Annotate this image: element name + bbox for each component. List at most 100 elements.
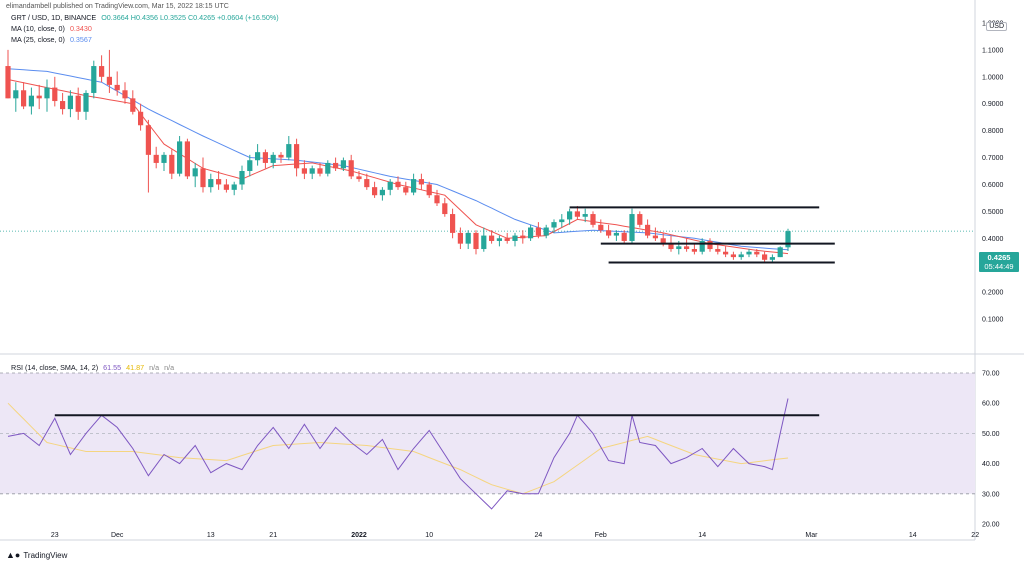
candle-body bbox=[528, 227, 534, 239]
candle bbox=[317, 162, 323, 177]
currency-badge[interactable]: USD bbox=[986, 22, 1007, 31]
main-pane bbox=[0, 8, 975, 352]
candle-body bbox=[333, 162, 339, 169]
candle-body bbox=[504, 238, 510, 241]
candle bbox=[777, 246, 783, 258]
time-tick-label: 10 bbox=[425, 532, 433, 539]
ma25-legend[interactable]: MA (25, close, 0) 0.3567 bbox=[11, 35, 92, 44]
candle bbox=[652, 227, 658, 241]
candle bbox=[379, 187, 385, 201]
candle-body bbox=[535, 227, 541, 236]
candle-body bbox=[138, 111, 144, 126]
candle-body bbox=[543, 227, 549, 236]
rsi-tick-label: 30.00 bbox=[982, 491, 1000, 498]
candle-body bbox=[426, 184, 432, 196]
candle-body bbox=[520, 235, 526, 239]
rsi-tick-label: 40.00 bbox=[982, 461, 1000, 468]
candle bbox=[138, 103, 144, 131]
price-tick-label: 1.0000 bbox=[982, 74, 1004, 81]
candle bbox=[91, 60, 97, 99]
tradingview-logo[interactable]: ▲● TradingView bbox=[6, 550, 67, 560]
candle bbox=[356, 171, 362, 182]
candle bbox=[637, 211, 643, 228]
price-tick-label: 0.1000 bbox=[982, 317, 1004, 324]
time-tick-label: Feb bbox=[595, 532, 607, 539]
candle bbox=[512, 232, 518, 247]
candle bbox=[754, 249, 760, 258]
candle bbox=[387, 179, 393, 196]
time-tick-label: 23 bbox=[51, 532, 59, 539]
ma25-value: 0.3567 bbox=[69, 35, 92, 44]
time-tick-label: Mar bbox=[805, 532, 818, 539]
candle-body bbox=[301, 168, 307, 174]
rsi-label: RSI (14, close, SMA, 14, 2) bbox=[11, 363, 99, 372]
candle-body bbox=[746, 251, 752, 255]
candle bbox=[247, 154, 253, 177]
candle bbox=[67, 90, 73, 118]
tradingview-mark-icon: ▲● bbox=[6, 550, 21, 560]
candle-body bbox=[434, 195, 440, 204]
candle-body bbox=[247, 160, 253, 171]
candle bbox=[504, 232, 510, 244]
candle bbox=[278, 152, 284, 163]
candle bbox=[465, 230, 471, 250]
candle-body bbox=[403, 187, 409, 193]
ma10-legend[interactable]: MA (10, close, 0) 0.3430 bbox=[11, 24, 92, 33]
candle bbox=[411, 173, 417, 196]
candle bbox=[99, 55, 105, 83]
candle-body bbox=[621, 232, 627, 241]
candle bbox=[520, 230, 526, 244]
time-tick-label: Dec bbox=[111, 532, 124, 539]
candle-body bbox=[582, 214, 588, 217]
candle bbox=[192, 162, 198, 188]
candle-body bbox=[457, 232, 463, 244]
candle-body bbox=[738, 254, 744, 258]
candle bbox=[762, 251, 768, 263]
candle bbox=[434, 189, 440, 206]
candle bbox=[52, 76, 58, 107]
candle bbox=[746, 249, 752, 258]
rsi-lines bbox=[7, 398, 820, 510]
candle-body bbox=[114, 84, 120, 91]
rsi-tick-label: 70.00 bbox=[982, 371, 1000, 378]
candle-body bbox=[13, 90, 19, 99]
rsi-tick-label: 60.00 bbox=[982, 401, 1000, 408]
rsi-na-1: n/a bbox=[149, 363, 160, 372]
candle-body bbox=[83, 92, 89, 112]
candle bbox=[106, 49, 112, 93]
candle-body bbox=[715, 249, 721, 252]
rsi-ma-value: 41.87 bbox=[126, 363, 145, 372]
candle-body bbox=[598, 224, 604, 231]
candle-body bbox=[769, 257, 775, 260]
candle bbox=[325, 160, 331, 177]
candle bbox=[567, 208, 573, 225]
bar-countdown: 05:44:49 bbox=[984, 262, 1014, 271]
price-tick-label: 1.1000 bbox=[982, 47, 1004, 54]
candle bbox=[723, 246, 729, 258]
candle-body bbox=[348, 160, 354, 177]
candle bbox=[286, 136, 292, 161]
candle-body bbox=[691, 249, 697, 252]
candle bbox=[114, 71, 120, 96]
time-tick-label: 24 bbox=[535, 532, 543, 539]
candle bbox=[769, 254, 775, 263]
candle-body bbox=[590, 214, 596, 225]
candle-body bbox=[559, 219, 565, 223]
candle bbox=[730, 251, 736, 260]
candle bbox=[83, 90, 89, 120]
candle bbox=[21, 82, 27, 110]
candle bbox=[130, 90, 136, 115]
candle bbox=[294, 138, 300, 177]
candle-body bbox=[489, 235, 495, 241]
candle bbox=[645, 219, 651, 239]
rsi-legend[interactable]: RSI (14, close, SMA, 14, 2) 61.55 41.87 … bbox=[11, 363, 174, 372]
candle bbox=[613, 230, 619, 241]
candle-body bbox=[28, 95, 34, 107]
time-tick-label: 2022 bbox=[351, 532, 367, 539]
price-tick-label: 0.9000 bbox=[982, 101, 1004, 108]
candle-body bbox=[75, 95, 81, 112]
symbol-legend[interactable]: GRT / USD, 1D, BINANCE O0.3664 H0.4356 L… bbox=[11, 13, 279, 22]
candle-body bbox=[145, 125, 151, 155]
candle-body bbox=[613, 232, 619, 236]
last-price: 0.4265 bbox=[987, 253, 1011, 262]
